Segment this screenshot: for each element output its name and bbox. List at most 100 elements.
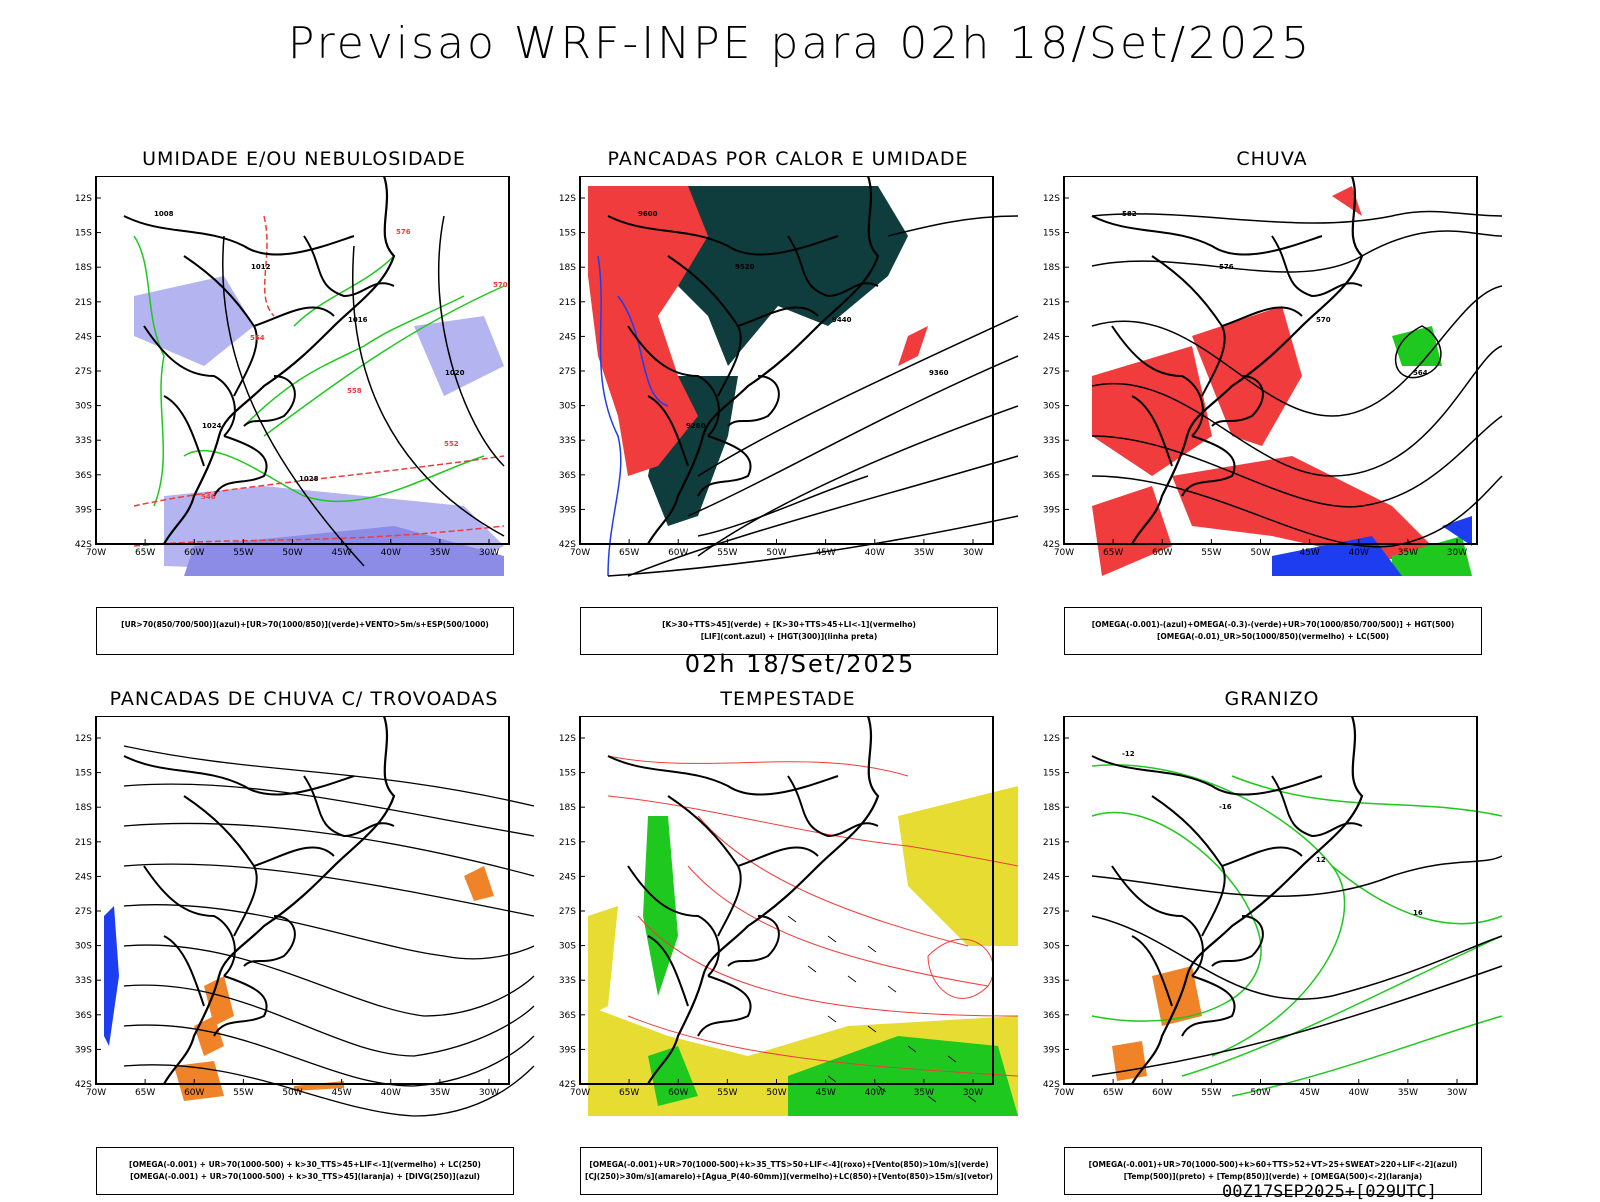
lon-label: 60W <box>1152 548 1172 558</box>
lat-label: 18S <box>559 803 576 813</box>
lon-label: 70W <box>86 548 106 558</box>
lon-label: 70W <box>1054 1088 1074 1098</box>
panel-title: TEMPESTADE <box>720 688 856 710</box>
contour-label: 552 <box>444 440 459 448</box>
lon-label: 30W <box>479 1088 499 1098</box>
contour-label: 546 <box>201 493 216 501</box>
panel-legend: [OMEGA(-0.001)+UR>70(1000-500)+k>60+TTS>… <box>1064 1147 1482 1195</box>
contour-label: 9600 <box>638 210 658 218</box>
lat-label: 15S <box>75 769 92 779</box>
lon-label: 50W <box>766 548 786 558</box>
lat-label: 42S <box>559 540 576 550</box>
lon-label: 65W <box>619 548 639 558</box>
lat-label: 36S <box>1043 471 1060 481</box>
lat-label: 27S <box>75 907 92 917</box>
lat-label: 18S <box>559 263 576 273</box>
lat-label: 15S <box>1043 769 1060 779</box>
lon-label: 40W <box>865 1088 885 1098</box>
lat-label: 42S <box>1043 540 1060 550</box>
contour-label: 576 <box>396 228 411 236</box>
lon-label: 65W <box>619 1088 639 1098</box>
lat-label: 39S <box>1043 505 1060 515</box>
lon-label: 30W <box>963 548 983 558</box>
map-frame <box>1063 716 1478 1085</box>
contour-label: 570 <box>493 281 508 289</box>
lon-label: 45W <box>331 1088 351 1098</box>
contour-label: 9520 <box>735 263 755 271</box>
lat-label: 39S <box>559 1045 576 1055</box>
lat-label: 21S <box>75 298 92 308</box>
lon-label: 30W <box>963 1088 983 1098</box>
lat-label: 15S <box>559 769 576 779</box>
lat-label: 42S <box>75 1080 92 1090</box>
lon-label: 55W <box>717 548 737 558</box>
lon-label: 55W <box>1201 1088 1221 1098</box>
lat-label: 33S <box>75 436 92 446</box>
lat-label: 33S <box>559 976 576 986</box>
map-geography <box>1091 716 1364 1085</box>
lat-label: 18S <box>75 803 92 813</box>
lat-label: 42S <box>75 540 92 550</box>
lon-label: 45W <box>815 548 835 558</box>
lat-label: 24S <box>1043 872 1060 882</box>
lon-label: 35W <box>430 1088 450 1098</box>
lon-label: 70W <box>1054 548 1074 558</box>
lat-label: 21S <box>75 838 92 848</box>
lat-label: 30S <box>559 942 576 952</box>
lon-label: 40W <box>1349 548 1369 558</box>
map-geography <box>1091 176 1364 545</box>
contour-label: 1012 <box>251 263 271 271</box>
map-geography <box>607 716 880 1085</box>
lon-label: 50W <box>282 1088 302 1098</box>
lat-label: 12S <box>1043 194 1060 204</box>
lat-label: 12S <box>75 194 92 204</box>
lat-label: 27S <box>559 907 576 917</box>
lon-label: 35W <box>914 1088 934 1098</box>
lon-label: 50W <box>282 548 302 558</box>
contour-label: 1008 <box>154 210 174 218</box>
lat-label: 36S <box>75 1011 92 1021</box>
panel-title: PANCADAS DE CHUVA C/ TROVOADAS <box>109 688 499 710</box>
lat-label: 21S <box>559 298 576 308</box>
lat-label: 21S <box>1043 838 1060 848</box>
lat-label: 24S <box>75 332 92 342</box>
lat-label: 27S <box>559 367 576 377</box>
map-frame <box>579 176 994 545</box>
lon-label: 45W <box>1299 1088 1319 1098</box>
main-title: Previsao WRF-INPE para 02h 18/Set/2025 <box>287 18 1313 69</box>
contour-label: 12 <box>1316 856 1326 864</box>
lat-label: 36S <box>75 471 92 481</box>
lat-label: 18S <box>75 263 92 273</box>
lat-label: 12S <box>75 734 92 744</box>
lon-label: 45W <box>331 548 351 558</box>
lon-label: 50W <box>1250 1088 1270 1098</box>
panel-rain: CHUVA 12S 15S 18S 21S 24S 27S 30S 33S 36S 39S 42S 7… <box>1032 148 1512 655</box>
lon-label: 40W <box>1349 1088 1369 1098</box>
contour-label: 564 <box>1413 369 1428 377</box>
lat-label: 30S <box>1043 942 1060 952</box>
lon-label: 65W <box>135 1088 155 1098</box>
lat-label: 36S <box>559 471 576 481</box>
map-frame <box>95 716 510 1085</box>
lon-label: 45W <box>815 1088 835 1098</box>
lon-label: 35W <box>1398 548 1418 558</box>
lon-label: 55W <box>1201 548 1221 558</box>
panel-thunderstorms: PANCADAS DE CHUVA C/ TROVOADAS 12S 15S 18S… <box>64 688 544 1195</box>
lat-label: 39S <box>559 505 576 515</box>
lon-label: 60W <box>184 548 204 558</box>
lat-label: 24S <box>559 872 576 882</box>
lat-label: 12S <box>559 194 576 204</box>
lat-label: 30S <box>559 402 576 412</box>
lat-label: 15S <box>559 229 576 239</box>
contour-label: 9440 <box>832 316 852 324</box>
contour-label: 570 <box>1316 316 1331 324</box>
panel-storm: TEMPESTADE 12S 15S 18S 21S 24S 27S 30S 33S 36S 39… <box>548 688 1028 1195</box>
lat-label: 39S <box>75 505 92 515</box>
panel-hail: GRANIZO 12S 15S 18S 21S 24S 27S 30S 33S 36S 39S 42… <box>1032 688 1512 1195</box>
lat-label: 39S <box>75 1045 92 1055</box>
map-geography <box>123 716 396 1085</box>
map-frame <box>579 716 994 1085</box>
